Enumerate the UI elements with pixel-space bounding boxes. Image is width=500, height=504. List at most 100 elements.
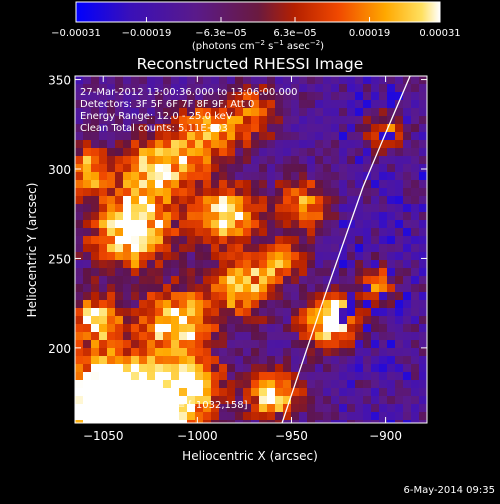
image-pixel	[251, 332, 259, 340]
image-pixel	[363, 316, 371, 324]
image-pixel	[403, 396, 411, 404]
image-pixel	[75, 164, 83, 172]
image-pixel	[227, 252, 235, 260]
image-pixel	[267, 204, 275, 212]
image-pixel	[251, 164, 259, 172]
image-pixel	[251, 116, 259, 124]
image-pixel	[267, 180, 275, 188]
image-pixel	[171, 268, 179, 276]
image-pixel	[379, 220, 387, 228]
image-pixel	[259, 420, 267, 423]
image-pixel	[147, 356, 155, 364]
image-pixel	[347, 116, 355, 124]
image-pixel	[379, 140, 387, 148]
image-pixel	[179, 372, 187, 380]
image-pixel	[411, 140, 419, 148]
image-pixel	[275, 396, 283, 404]
image-pixel	[243, 276, 251, 284]
image-pixel	[235, 356, 243, 364]
image-pixel	[91, 388, 99, 396]
image-pixel	[323, 196, 331, 204]
image-pixel	[251, 268, 259, 276]
image-pixel	[107, 380, 115, 388]
image-pixel	[123, 148, 131, 156]
image-pixel	[75, 372, 83, 380]
image-pixel	[99, 148, 107, 156]
image-pixel	[91, 84, 99, 92]
image-pixel	[115, 356, 123, 364]
image-pixel	[99, 204, 107, 212]
image-pixel	[339, 244, 347, 252]
image-pixel	[275, 300, 283, 308]
image-pixel	[123, 132, 131, 140]
image-pixel	[275, 340, 283, 348]
image-pixel	[187, 324, 195, 332]
image-pixel	[371, 268, 379, 276]
image-pixel	[323, 140, 331, 148]
image-pixel	[155, 260, 163, 268]
image-pixel	[75, 228, 83, 236]
image-pixel	[283, 164, 291, 172]
image-pixel	[243, 420, 251, 423]
image-pixel	[219, 228, 227, 236]
image-pixel	[219, 388, 227, 396]
image-pixel	[331, 196, 339, 204]
image-pixel	[83, 268, 91, 276]
image-pixel	[355, 292, 363, 300]
image-pixel	[363, 332, 371, 340]
image-pixel	[99, 380, 107, 388]
image-pixel	[147, 332, 155, 340]
image-pixel	[91, 324, 99, 332]
image-pixel	[243, 156, 251, 164]
image-pixel	[227, 260, 235, 268]
image-pixel	[131, 324, 139, 332]
image-pixel	[267, 388, 275, 396]
image-pixel	[419, 100, 427, 108]
image-pixel	[179, 340, 187, 348]
image-pixel	[347, 260, 355, 268]
image-pixel	[403, 100, 411, 108]
image-pixel	[291, 244, 299, 252]
image-pixel	[355, 356, 363, 364]
image-pixel	[371, 300, 379, 308]
image-pixel	[283, 356, 291, 364]
image-pixel	[363, 228, 371, 236]
image-pixel	[403, 228, 411, 236]
image-pixel	[187, 196, 195, 204]
image-pixel	[115, 212, 123, 220]
image-pixel	[211, 172, 219, 180]
image-pixel	[171, 108, 179, 116]
image-pixel	[339, 252, 347, 260]
image-pixel	[99, 324, 107, 332]
image-pixel	[419, 180, 427, 188]
image-pixel	[347, 348, 355, 356]
image-pixel	[395, 76, 403, 84]
image-pixel	[227, 84, 235, 92]
image-pixel	[243, 84, 251, 92]
image-pixel	[323, 412, 331, 420]
image-pixel	[275, 188, 283, 196]
image-pixel	[283, 108, 291, 116]
image-pixel	[219, 204, 227, 212]
image-pixel	[315, 284, 323, 292]
image-pixel	[307, 124, 315, 132]
image-pixel	[107, 332, 115, 340]
image-pixel	[347, 292, 355, 300]
image-pixel	[195, 412, 203, 420]
image-pixel	[259, 124, 267, 132]
image-pixel	[259, 180, 267, 188]
image-pixel	[115, 140, 123, 148]
image-pixel	[331, 100, 339, 108]
image-pixel	[299, 420, 307, 423]
image-pixel	[395, 380, 403, 388]
image-pixel	[155, 76, 163, 84]
image-pixel	[259, 84, 267, 92]
image-pixel	[139, 172, 147, 180]
image-pixel	[267, 412, 275, 420]
image-pixel	[99, 292, 107, 300]
image-pixel	[363, 244, 371, 252]
image-pixel	[83, 204, 91, 212]
image-pixel	[235, 300, 243, 308]
image-pixel	[283, 228, 291, 236]
image-pixel	[243, 100, 251, 108]
